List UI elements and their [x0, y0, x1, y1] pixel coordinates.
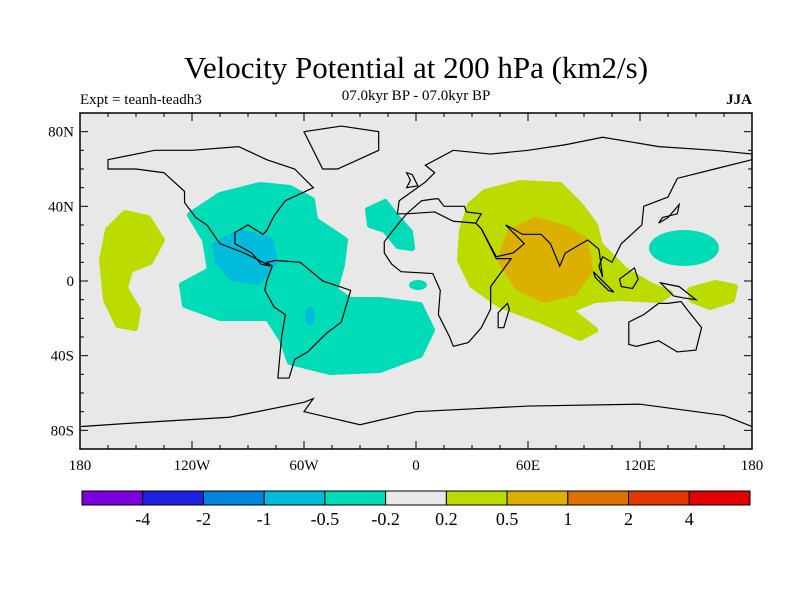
x-tick-label: 180 — [741, 458, 764, 474]
colorbar-box — [324, 490, 387, 506]
colorbar-box — [445, 490, 508, 506]
colorbar-box — [506, 490, 569, 506]
colorbar-label: -4 — [135, 509, 150, 529]
y-tick-label: 80S — [51, 423, 74, 439]
colorbar-label: 1 — [563, 509, 572, 529]
x-tick-label: 60E — [516, 458, 540, 474]
coastline-south-america — [264, 259, 352, 379]
south-america-negative-patch — [305, 307, 315, 325]
coastlines — [79, 125, 753, 428]
colorbar-label: -0.5 — [311, 509, 340, 529]
colorbar-box — [567, 490, 630, 506]
coastline-greenland — [303, 125, 380, 170]
coastline-new-guinea — [658, 281, 699, 301]
coastline-sumatra — [592, 271, 615, 293]
colorbar-label: -0.2 — [371, 509, 400, 529]
coastline-antarctica — [79, 397, 753, 428]
colorbar-label: 0.2 — [435, 509, 458, 529]
coastline-australia — [628, 300, 703, 353]
colorbar-label: -1 — [257, 509, 272, 529]
experiment-label: Expt = teanh-teadh3 — [80, 92, 202, 108]
colorbar-box — [81, 490, 144, 506]
coastline-madagascar — [497, 302, 510, 329]
colorbar-box — [263, 490, 326, 506]
axis-ticks: 180 120W 60W 0 60E 120E 180 80N 40N 0 40S 80S — [48, 113, 763, 474]
coastline-africa — [383, 211, 513, 348]
colorbar-label: 2 — [624, 509, 633, 529]
period-label: 07.0kyr BP - 07.0kyr BP — [341, 88, 491, 104]
atlantic-negative-region — [365, 199, 415, 251]
x-tick-label: 120W — [174, 458, 212, 474]
coastline-uk — [405, 171, 419, 189]
x-tick-label: 120E — [624, 458, 656, 474]
gulf-guinea-negative-patch — [409, 280, 427, 290]
arabian-sea-positive-region — [497, 217, 593, 303]
coastline-borneo — [618, 266, 639, 290]
y-tick-label: 40S — [51, 349, 74, 365]
x-tick-label: 180 — [69, 458, 92, 474]
chart-title: Velocity Potential at 200 hPa (km2/s) — [183, 50, 649, 85]
colorbar-label: -2 — [196, 509, 211, 529]
east-pacific-positive-region — [99, 210, 165, 331]
colorbar-box — [688, 490, 751, 506]
colorbar-label: 4 — [685, 509, 694, 529]
y-tick-label: 80N — [48, 125, 74, 141]
west-pacific-negative-region — [649, 230, 719, 266]
colorbar-box — [202, 490, 265, 506]
colorbar-box — [142, 490, 204, 506]
colorbar-box — [385, 490, 447, 506]
colorbar-box — [628, 490, 690, 506]
x-tick-label: 0 — [412, 458, 420, 474]
colorbar-label: 0.5 — [496, 509, 519, 529]
coastline-japan — [658, 202, 681, 224]
y-tick-label: 0 — [67, 274, 75, 290]
central-america-negative-region — [212, 229, 278, 285]
season-label: JJA — [726, 92, 752, 108]
x-tick-label: 60W — [289, 458, 319, 474]
colorbar: -4 -2 -1 -0.5 -0.2 0.2 0.5 1 2 4 — [81, 490, 751, 529]
y-tick-label: 40N — [48, 199, 74, 215]
coastline-north-america — [107, 145, 315, 267]
west-pacific-positive-region — [687, 280, 738, 310]
coastline-eurasia — [396, 136, 753, 278]
contour-fills — [99, 180, 738, 375]
